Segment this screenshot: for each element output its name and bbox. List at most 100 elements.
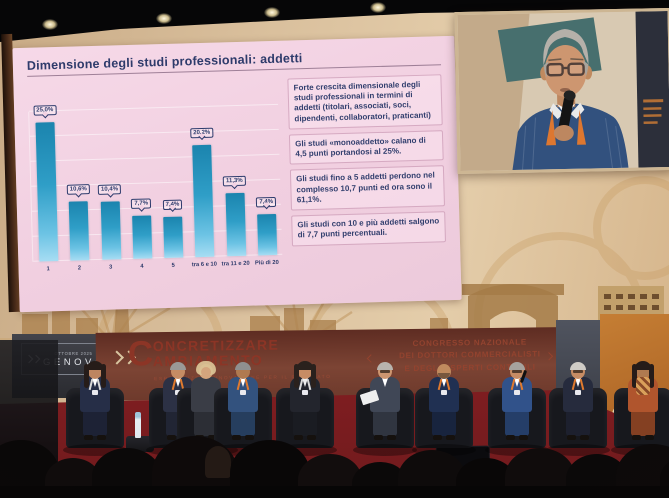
shoe-right bbox=[645, 435, 654, 440]
slide-text-column: Forte crescita dimensionale degli studi … bbox=[287, 74, 446, 271]
bar bbox=[100, 201, 121, 260]
legs bbox=[373, 410, 397, 436]
shoe-left bbox=[506, 435, 515, 440]
bar bbox=[69, 201, 90, 261]
water-bottle bbox=[135, 412, 141, 438]
x-axis-label: 4 bbox=[140, 263, 144, 270]
glasses-icon bbox=[573, 370, 583, 373]
x-axis-label: Più di 20 bbox=[254, 259, 279, 267]
shoe-left bbox=[567, 435, 576, 440]
hair bbox=[86, 361, 104, 370]
shoe-right bbox=[446, 435, 455, 440]
gridline bbox=[29, 103, 279, 112]
legs bbox=[432, 410, 456, 436]
chevron-icon bbox=[366, 354, 376, 363]
panelist bbox=[412, 364, 476, 468]
shoe-left bbox=[632, 435, 641, 440]
spotlight-icon bbox=[264, 7, 280, 18]
badge bbox=[575, 390, 581, 395]
hair bbox=[294, 364, 299, 388]
bar bbox=[35, 122, 59, 262]
glasses-icon bbox=[380, 370, 390, 373]
badge bbox=[441, 390, 447, 395]
shoe-right bbox=[97, 435, 106, 440]
shoe-right bbox=[208, 435, 217, 440]
shirt bbox=[514, 378, 520, 387]
bar-value-label: 10,4% bbox=[97, 184, 122, 196]
bar bbox=[132, 215, 153, 259]
presentation-slide: Dimensione degli studi professionali: ad… bbox=[12, 35, 462, 313]
gridline bbox=[29, 128, 279, 137]
slide-paragraph: Gli studi con 10 e più addetti salgono d… bbox=[291, 211, 446, 247]
hair bbox=[84, 364, 89, 388]
panelist bbox=[211, 362, 275, 468]
shirt bbox=[382, 378, 388, 387]
beard bbox=[438, 373, 450, 379]
x-axis-label: 5 bbox=[171, 262, 175, 269]
scarf bbox=[636, 377, 650, 395]
hair bbox=[509, 362, 525, 370]
bar bbox=[163, 216, 184, 259]
shoe-right bbox=[519, 435, 528, 440]
badge bbox=[92, 390, 98, 395]
legs bbox=[566, 410, 590, 436]
shirt bbox=[441, 378, 447, 387]
badge-dates: OTTOBRE 2025 bbox=[54, 350, 93, 356]
shirt bbox=[92, 378, 98, 387]
panelist bbox=[611, 361, 669, 468]
bar bbox=[257, 213, 278, 256]
shoe-left bbox=[84, 435, 93, 440]
video-feed-screen bbox=[454, 7, 669, 175]
bar-value-label: 25,0% bbox=[33, 105, 57, 116]
hair bbox=[170, 362, 186, 370]
badge bbox=[514, 390, 520, 395]
shirt bbox=[175, 378, 181, 387]
hair bbox=[634, 361, 652, 370]
hair bbox=[632, 364, 637, 388]
spotlight-icon bbox=[42, 19, 58, 30]
chevron-icon bbox=[544, 352, 554, 361]
hair bbox=[649, 364, 654, 388]
hair bbox=[311, 364, 316, 388]
shoe-right bbox=[387, 435, 396, 440]
panelist bbox=[353, 362, 417, 468]
bar-chart: 25,0% 10,6% 10,4% 7,7% 7,4% 20,2% 11,3% 7,4% 1 2… bbox=[27, 79, 283, 279]
legs bbox=[293, 410, 317, 436]
slide-paragraph: Gli studi fino a 5 addetti perdono nel c… bbox=[289, 165, 445, 211]
glasses-icon bbox=[512, 370, 522, 373]
legs bbox=[231, 410, 255, 436]
gridline bbox=[30, 153, 280, 162]
badge bbox=[302, 390, 308, 395]
hair bbox=[377, 362, 393, 370]
bar-value-label: 11,3% bbox=[222, 175, 246, 187]
legs bbox=[83, 410, 107, 436]
shoe-right bbox=[307, 435, 316, 440]
shoe-right bbox=[245, 435, 254, 440]
spotlight-icon bbox=[370, 2, 386, 13]
badge bbox=[240, 390, 246, 395]
chart-x-labels: 1 2 3 4 5 tra 6 e 10 tra 11 e 20 Più di 20 bbox=[32, 258, 282, 279]
bar-value-label: 20,2% bbox=[190, 127, 214, 139]
shoe-left bbox=[232, 435, 241, 440]
audience-row bbox=[0, 486, 669, 498]
bar-value-label: 7,4% bbox=[256, 196, 277, 208]
shoe-left bbox=[167, 435, 176, 440]
audience-head bbox=[660, 456, 669, 498]
speaker-closeup bbox=[457, 10, 669, 172]
logo-big-c: C bbox=[127, 334, 154, 374]
face bbox=[201, 367, 211, 377]
slide-title: Dimensione degli studi professionali: ad… bbox=[26, 51, 303, 73]
panelist bbox=[273, 361, 337, 468]
hair bbox=[296, 361, 314, 370]
bar bbox=[192, 144, 215, 258]
shoe-left bbox=[374, 435, 383, 440]
slide-paragraph: Forte crescita dimensionale degli studi … bbox=[287, 74, 443, 130]
badge-city: GENOVA bbox=[43, 356, 104, 368]
shirt bbox=[575, 378, 581, 387]
slide-paragraph: Gli studi «monoaddetto» calano di 4,5 pu… bbox=[288, 130, 444, 165]
chair-shadow bbox=[353, 444, 417, 456]
shirt bbox=[302, 378, 308, 387]
spotlight-icon bbox=[156, 13, 172, 24]
panelist bbox=[546, 362, 610, 468]
